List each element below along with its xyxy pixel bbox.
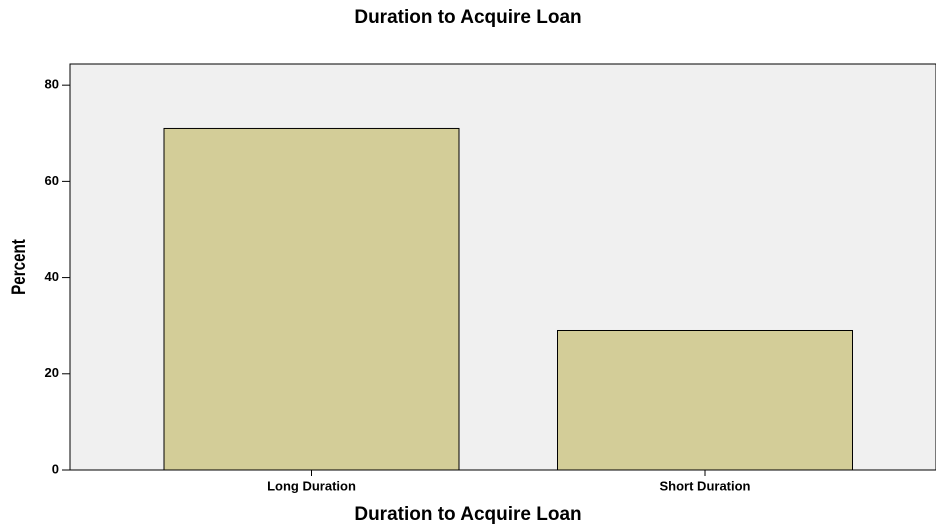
y-tick-label: 0 bbox=[52, 461, 59, 476]
y-axis-title: Percent bbox=[7, 239, 29, 295]
y-tick-label: 80 bbox=[45, 77, 59, 92]
y-tick-label: 60 bbox=[45, 173, 59, 188]
x-tick-label: Short Duration bbox=[660, 478, 751, 493]
y-tick-label: 20 bbox=[45, 365, 59, 380]
x-tick-label: Long Duration bbox=[267, 478, 356, 493]
x-axis-title: Duration to Acquire Loan bbox=[354, 504, 581, 525]
y-tick-label: 40 bbox=[45, 269, 59, 284]
bar bbox=[557, 329, 853, 471]
bar bbox=[163, 127, 460, 471]
chart-title: Duration to Acquire Loan bbox=[354, 7, 581, 28]
